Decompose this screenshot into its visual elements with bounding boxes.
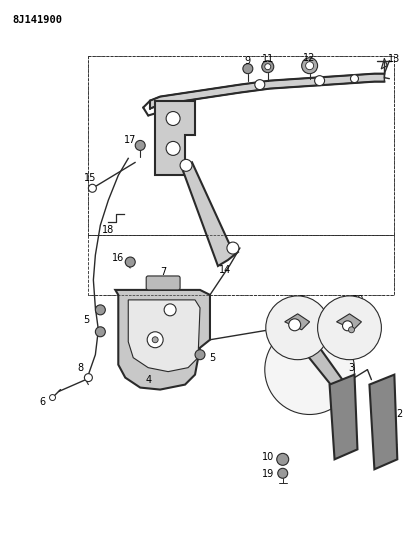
- Polygon shape: [369, 375, 397, 469]
- Circle shape: [49, 394, 55, 400]
- Text: 14: 14: [219, 265, 231, 275]
- Text: 12: 12: [303, 53, 316, 63]
- Circle shape: [255, 79, 265, 90]
- Circle shape: [95, 327, 105, 337]
- Text: 2: 2: [396, 409, 403, 419]
- Circle shape: [350, 75, 358, 83]
- Circle shape: [348, 327, 354, 333]
- Circle shape: [265, 325, 354, 415]
- Circle shape: [227, 242, 239, 254]
- Text: 20: 20: [351, 295, 364, 305]
- Circle shape: [152, 337, 158, 343]
- Polygon shape: [285, 314, 310, 330]
- Polygon shape: [115, 290, 210, 390]
- Circle shape: [315, 76, 324, 86]
- Text: 11: 11: [262, 54, 274, 64]
- FancyBboxPatch shape: [146, 276, 180, 290]
- Circle shape: [277, 454, 289, 465]
- Text: 15: 15: [84, 173, 96, 183]
- Text: 9: 9: [245, 56, 251, 66]
- Circle shape: [135, 140, 145, 150]
- Circle shape: [302, 58, 318, 74]
- Circle shape: [147, 332, 163, 348]
- Circle shape: [88, 184, 96, 192]
- Circle shape: [180, 159, 192, 171]
- Text: 18: 18: [102, 225, 115, 235]
- Circle shape: [289, 319, 301, 331]
- Text: 5: 5: [209, 353, 215, 362]
- Circle shape: [266, 296, 330, 360]
- Circle shape: [84, 374, 92, 382]
- Circle shape: [243, 64, 253, 74]
- Text: 13: 13: [388, 54, 401, 64]
- Circle shape: [164, 304, 176, 316]
- Polygon shape: [295, 334, 350, 395]
- Polygon shape: [128, 300, 200, 372]
- Circle shape: [262, 61, 274, 72]
- Polygon shape: [337, 314, 361, 330]
- Text: 4: 4: [145, 375, 151, 385]
- Circle shape: [278, 469, 288, 478]
- Circle shape: [265, 64, 271, 70]
- Circle shape: [306, 62, 313, 70]
- Text: 7: 7: [160, 267, 166, 277]
- Text: 16: 16: [112, 253, 124, 263]
- Text: 8: 8: [77, 362, 83, 373]
- Text: 5: 5: [83, 315, 90, 325]
- Text: 8J141900: 8J141900: [13, 15, 63, 25]
- Polygon shape: [182, 163, 238, 266]
- Text: 3: 3: [348, 362, 354, 373]
- Circle shape: [125, 257, 135, 267]
- Text: 19: 19: [262, 469, 274, 479]
- Circle shape: [166, 111, 180, 125]
- Text: 10: 10: [262, 453, 274, 462]
- Circle shape: [318, 296, 382, 360]
- Text: 1: 1: [298, 295, 305, 305]
- Text: 17: 17: [124, 135, 136, 146]
- Circle shape: [195, 350, 205, 360]
- Circle shape: [166, 141, 180, 156]
- Circle shape: [95, 305, 105, 315]
- Polygon shape: [155, 101, 195, 175]
- Polygon shape: [330, 375, 358, 459]
- Text: 6: 6: [40, 397, 46, 407]
- Circle shape: [343, 321, 352, 331]
- Polygon shape: [150, 74, 384, 109]
